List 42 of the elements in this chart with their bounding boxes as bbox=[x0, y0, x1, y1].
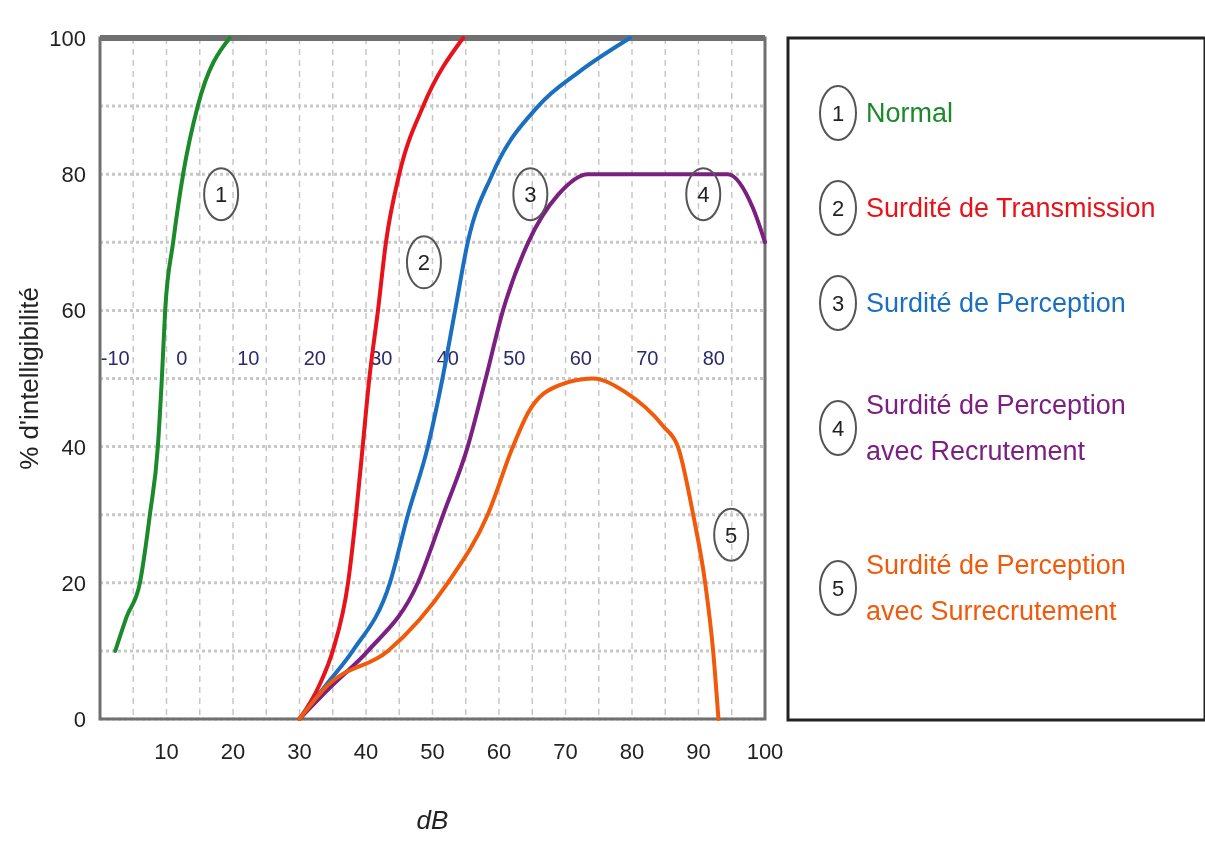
x-tick-label: 90 bbox=[686, 739, 711, 764]
text: Surdité de Perception avec Surrecrutement bbox=[866, 550, 1126, 626]
x2-tick-label: 50 bbox=[503, 346, 526, 369]
text: Normal bbox=[866, 98, 954, 128]
x-tick-label: 100 bbox=[746, 739, 784, 764]
x2-tick-label: 60 bbox=[569, 346, 592, 369]
text: Surdité de Perception avec Recrutement bbox=[866, 390, 1126, 466]
text: 1 bbox=[831, 101, 845, 126]
text: 3 bbox=[831, 291, 845, 316]
text: 4 bbox=[831, 416, 845, 441]
x-axis-title: dB bbox=[416, 805, 449, 835]
x2-tick-label: 0 bbox=[176, 346, 188, 369]
x-tick-label: 80 bbox=[619, 739, 645, 764]
x-tick-label: 20 bbox=[220, 739, 246, 764]
annotation: 3 bbox=[524, 182, 537, 208]
x-tick-label: 10 bbox=[154, 739, 179, 764]
x-tick-label: 50 bbox=[420, 739, 445, 764]
text: 5 bbox=[831, 576, 845, 601]
x-tick-label: 70 bbox=[553, 739, 578, 764]
y-axis-title: % d'intelligibilité bbox=[14, 287, 44, 470]
x2-tick-label: 80 bbox=[702, 346, 725, 369]
text: Surdité de Transmission bbox=[866, 193, 1156, 223]
x2-tick-label: 10 bbox=[237, 346, 260, 369]
line-series bbox=[297, 376, 721, 721]
x2-tick-label: 70 bbox=[636, 346, 659, 369]
y-tick-label: 100 bbox=[49, 26, 86, 51]
y-tick-label: 60 bbox=[61, 298, 86, 324]
text: Surdité de Perception bbox=[866, 288, 1126, 318]
x-tick-label: 30 bbox=[287, 739, 312, 764]
text: 2 bbox=[831, 196, 845, 221]
x-tick-label: 40 bbox=[353, 739, 379, 764]
annotation: 2 bbox=[417, 250, 431, 276]
y-tick-label: 20 bbox=[61, 570, 86, 596]
annotation: 1 bbox=[215, 182, 228, 208]
x2-tick-label: -10 bbox=[100, 346, 130, 369]
annotation: 5 bbox=[725, 522, 738, 548]
y-tick-label: 40 bbox=[61, 434, 86, 460]
annotation: 4 bbox=[697, 182, 710, 208]
x2-tick-label: 20 bbox=[303, 346, 326, 369]
y-tick-label: 80 bbox=[61, 162, 86, 188]
x-tick-label: 60 bbox=[486, 739, 512, 764]
y-tick-label: 0 bbox=[73, 707, 86, 732]
